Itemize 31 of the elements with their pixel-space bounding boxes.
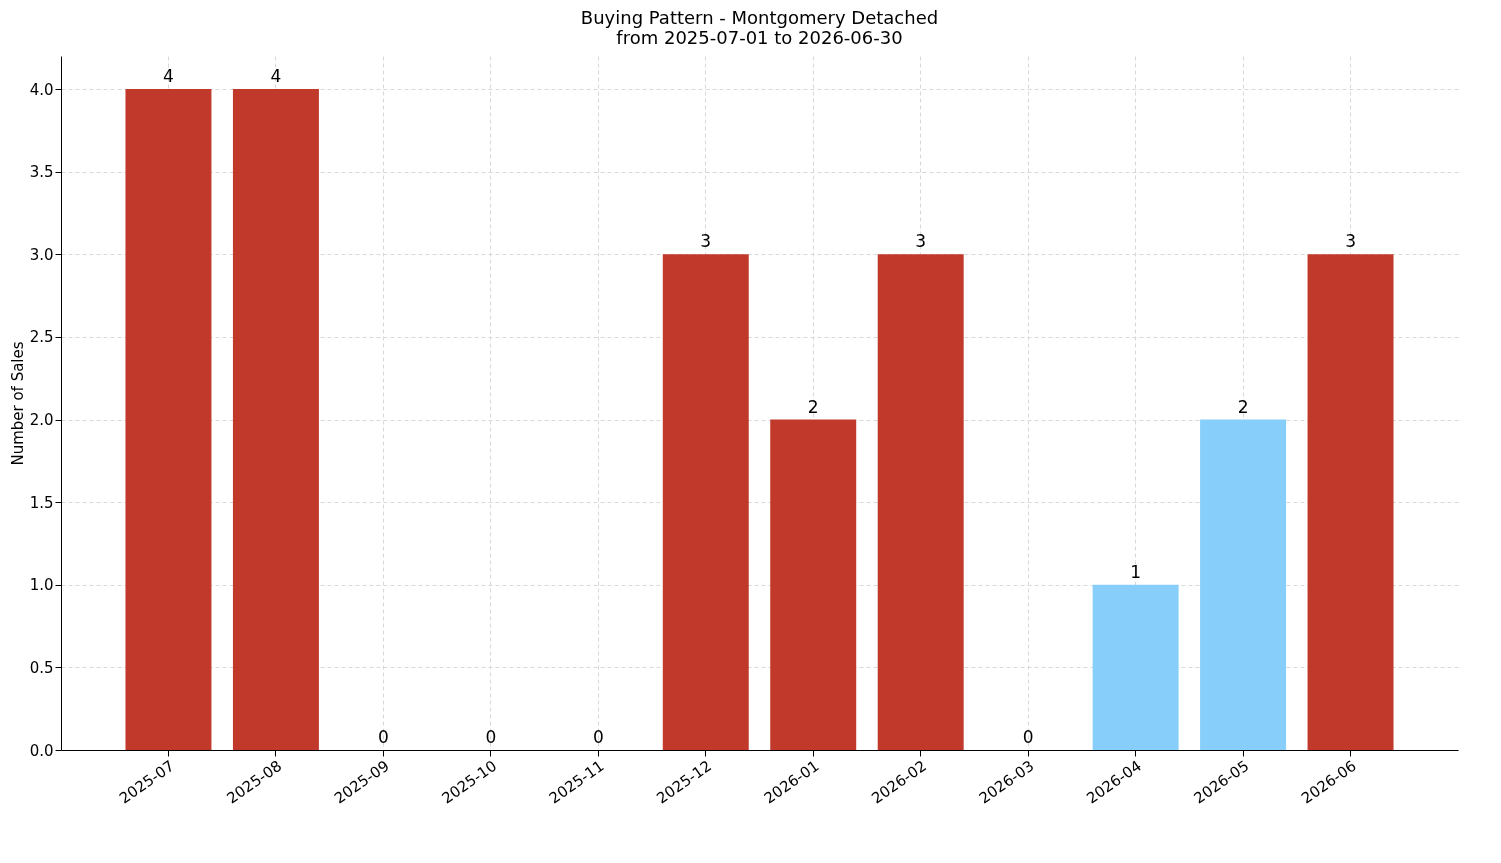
data-label: 3: [915, 231, 927, 252]
bar: [1307, 254, 1394, 750]
y-tick-label: 0.0: [29, 741, 54, 760]
data-label: 4: [163, 66, 174, 87]
data-label: 0: [1022, 727, 1034, 747]
data-label: 2: [807, 396, 819, 417]
y-tick-label: 3.0: [29, 245, 54, 264]
data-label: 1: [1130, 561, 1142, 582]
bar: [877, 254, 964, 750]
y-tick-label: 4.0: [29, 80, 54, 99]
bar: [232, 89, 319, 750]
data-label: 3: [700, 231, 712, 252]
y-tick-label: 0.5: [29, 658, 54, 677]
data-label: 0: [592, 727, 604, 747]
data-label: 2: [1237, 396, 1249, 417]
bar: [770, 419, 857, 750]
data-label: 4: [270, 66, 282, 87]
chart-title: Buying Pattern - Montgomery Detached from 2025-07-01 to 2026-06-30: [580, 7, 939, 48]
bar: [1200, 419, 1287, 750]
y-tick-label: 1.0: [29, 576, 54, 595]
bar: [1092, 584, 1179, 750]
y-axis-title: Number of Sales: [8, 341, 27, 466]
bar: [662, 254, 749, 750]
y-tick-label: 1.5: [29, 493, 54, 512]
y-tick-label: 3.5: [29, 163, 54, 182]
data-label: 3: [1345, 231, 1356, 252]
bar: [125, 89, 212, 750]
y-tick-label: 2.5: [29, 328, 54, 347]
data-label: 0: [485, 727, 497, 747]
y-tick-label: 2.0: [29, 411, 54, 430]
data-label: 0: [377, 727, 389, 747]
